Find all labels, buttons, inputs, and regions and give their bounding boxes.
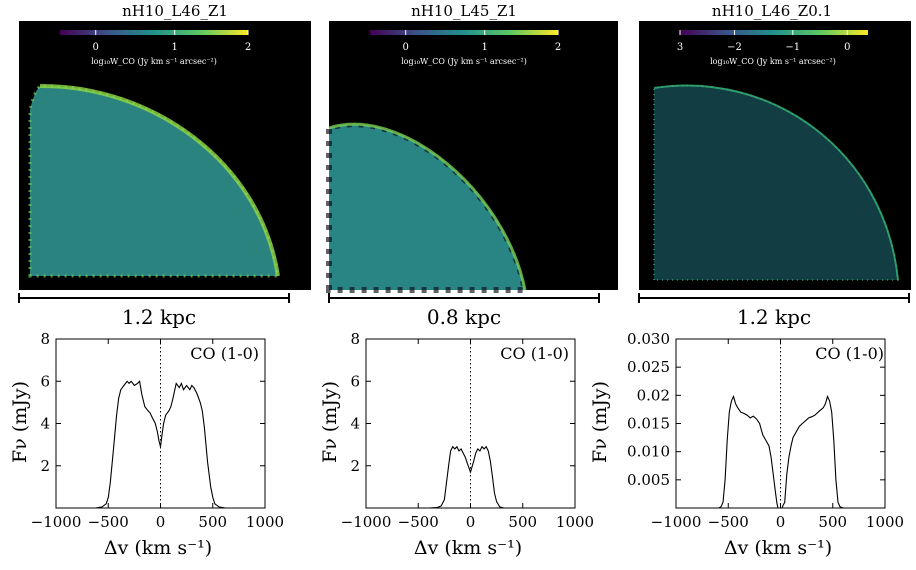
x-tick-label: 500	[818, 513, 847, 531]
spectrum-line	[366, 445, 575, 509]
x-tick-label: −500	[708, 513, 749, 531]
x-tick-label: −500	[88, 513, 129, 531]
x-axis-label: Δv (km s⁻¹)	[724, 537, 832, 559]
colorbar-label: log₁₀W_CO (Jy km s⁻¹ arcsec⁻²)	[710, 57, 836, 66]
x-tick-label: 500	[508, 513, 537, 531]
map-title: nH10_L45_Z1	[411, 2, 517, 20]
scale-bar	[328, 293, 600, 303]
x-tick-label: 1000	[866, 513, 904, 531]
x-tick-label: −1000	[341, 513, 392, 531]
colorbar-tick-label: −2	[727, 42, 742, 53]
y-tick-label: 0.02	[637, 386, 670, 404]
y-tick-label: 0.015	[627, 415, 670, 433]
colorbar-tick-label: 2	[555, 42, 561, 53]
spectrum-annotation: CO (1-0)	[500, 344, 569, 363]
y-axis-label: Fν (mJy)	[9, 381, 31, 463]
colorbar-tick-label: 2	[245, 42, 251, 53]
colorbar-label: log₁₀W_CO (Jy km s⁻¹ arcsec⁻²)	[91, 57, 217, 66]
colorbar	[370, 30, 558, 35]
x-tick-label: 1000	[556, 513, 594, 531]
colorbar-ticks: 3 −2 −1 0	[677, 30, 851, 53]
map-disk-emission	[654, 85, 898, 280]
x-tick-label: −1000	[651, 513, 702, 531]
x-tick-label: 500	[198, 513, 227, 531]
colorbar	[680, 30, 868, 35]
scale-bar-label: 0.8 kpc	[427, 305, 501, 329]
map-disk-emission	[329, 124, 525, 290]
map-disk-emission	[30, 85, 278, 277]
x-axis-label: Δv (km s⁻¹)	[414, 537, 522, 559]
map-title: nH10_L46_Z0.1	[712, 2, 832, 20]
x-tick-label: 0	[466, 513, 476, 531]
colorbar-tick-label: 0	[844, 42, 850, 53]
y-tick-label: 4	[350, 415, 360, 433]
x-tick-label: 0	[776, 513, 786, 531]
x-tick-label: −1000	[31, 513, 82, 531]
y-tick-label: 0.030	[627, 330, 670, 348]
y-tick-label: 2	[40, 457, 50, 475]
colorbar-tick-label: −1	[785, 42, 800, 53]
x-tick-label: 1000	[246, 513, 284, 531]
x-tick-label: −500	[398, 513, 439, 531]
y-axis-label: Fν (mJy)	[589, 381, 611, 463]
colorbar-tick-label: 1	[481, 42, 487, 53]
x-axis-label: Δv (km s⁻¹)	[104, 537, 212, 559]
map-disk-rim	[653, 84, 899, 281]
colorbar-label: log₁₀W_CO (Jy km s⁻¹ arcsec⁻²)	[401, 57, 527, 66]
spectrum-line	[56, 380, 265, 509]
y-tick-label: 8	[40, 330, 50, 348]
map-disk-rim	[328, 122, 527, 291]
colorbar-tick-label: 0	[403, 42, 409, 53]
y-tick-label: 6	[350, 372, 360, 390]
y-tick-label: 4	[40, 415, 50, 433]
map-title: nH10_L46_Z1	[122, 2, 228, 20]
colorbar-ticks: 0 1 2	[93, 30, 251, 53]
scale-bar-label: 1.2 kpc	[122, 305, 196, 329]
colorbar-ticks: 0 1 2	[403, 30, 561, 53]
y-tick-label: 0.025	[627, 358, 670, 376]
y-tick-label: 0.005	[627, 471, 670, 489]
spectrum-annotation: CO (1-0)	[190, 344, 259, 363]
spectrum-annotation: CO (1-0)	[815, 344, 884, 363]
colorbar-tick-label: 0	[93, 42, 99, 53]
spectrum-panel-3: CO (1-0) Δv (km s⁻¹) Fν (mJy) −1000 −500 0…	[589, 330, 904, 559]
y-tick-label: 2	[350, 457, 360, 475]
y-tick-label: 6	[40, 372, 50, 390]
scale-bar-label: 1.2 kpc	[737, 305, 811, 329]
y-tick-label: 0.010	[627, 443, 670, 461]
y-axis-label: Fν (mJy)	[319, 381, 341, 463]
colorbar-tick-label: 1	[171, 42, 177, 53]
colorbar	[60, 30, 248, 35]
x-tick-label: 0	[156, 513, 166, 531]
spectrum-panel-2: CO (1-0) Δv (km s⁻¹) Fν (mJy) −1000 −500 0…	[319, 330, 594, 559]
colorbar-tick-label: 3	[677, 42, 683, 53]
scale-bar	[638, 293, 910, 303]
spectrum-line	[676, 394, 885, 509]
y-tick-label: 8	[350, 330, 360, 348]
map-disk-rim	[39, 83, 280, 277]
scale-bar	[18, 293, 290, 303]
spectrum-panel-1: CO (1-0) Δv (km s⁻¹) Fν (mJy) −1000 −500 0…	[9, 330, 284, 559]
